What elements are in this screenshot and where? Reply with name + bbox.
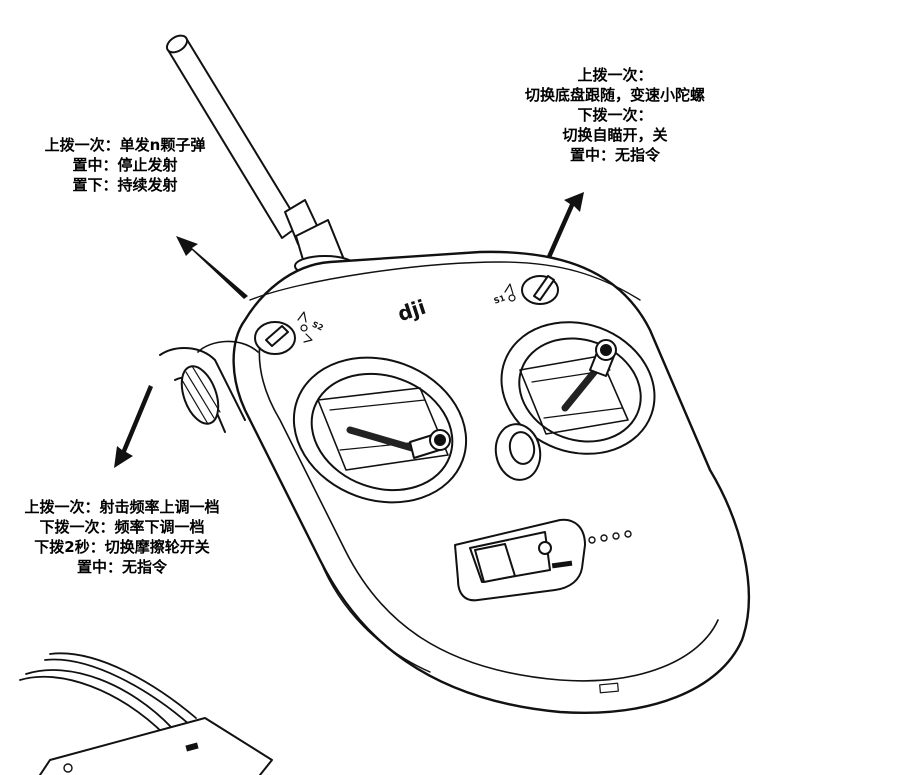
controller-icon — [159, 250, 750, 714]
dial-line: 下拨2秒：切换摩擦轮开关 — [34, 538, 210, 556]
receiver-icon — [19, 652, 273, 775]
dial-line: 置中：无指令 — [76, 558, 167, 576]
right-switch-line: 下拨一次： — [577, 106, 653, 124]
right-switch-line: 切换自瞄开，关 — [562, 126, 668, 144]
dial-line: 上拨一次：射击频率上调一档 — [24, 498, 220, 516]
dial-note: 上拨一次：射击频率上调一档 下拨一次：频率下调一档 下拨2秒：切换摩擦轮开关 置… — [2, 497, 242, 577]
left-switch-note: 上拨一次：单发n颗子弹 置中：停止发射 置下：持续发射 — [15, 135, 235, 195]
right-switch-line: 切换底盘跟随，变速小陀螺 — [524, 86, 705, 104]
arrow-icon — [114, 192, 584, 468]
switch-right-label: S1 — [493, 293, 507, 305]
right-switch-line: 置中：无指令 — [569, 146, 660, 164]
left-switch-line: 上拨一次：单发n颗子弹 — [44, 136, 206, 154]
right-switch-note: 上拨一次： 切换底盘跟随，变速小陀螺 下拨一次： 切换自瞄开，关 置中：无指令 — [495, 65, 735, 165]
switch-left-label: S2 — [311, 320, 325, 333]
right-switch-line: 上拨一次： — [577, 66, 653, 84]
left-switch-line: 置中：停止发射 — [72, 156, 178, 174]
dial-line: 下拨一次：频率下调一档 — [39, 518, 205, 536]
left-switch-line: 置下：持续发射 — [72, 176, 178, 194]
